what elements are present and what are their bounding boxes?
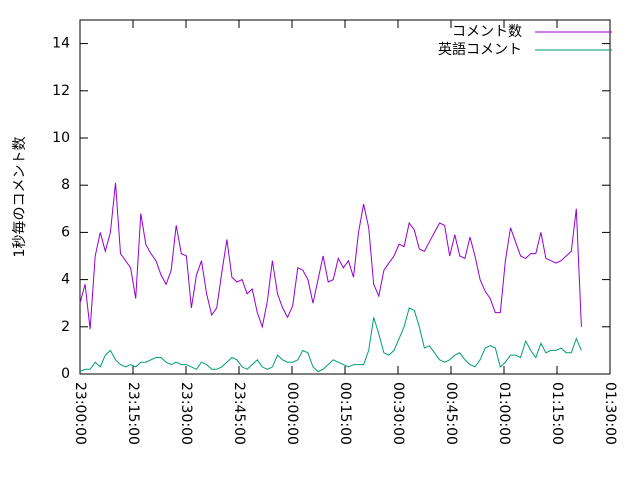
y-tick-label: 12	[52, 83, 70, 99]
x-tick-label: 23:30:00	[178, 382, 194, 445]
x-tick-label: 01:30:00	[602, 382, 618, 445]
legend-label: コメント数	[452, 24, 522, 40]
legend-label: 英語コメント	[438, 41, 522, 58]
y-tick-label: 8	[61, 177, 70, 193]
data-line	[79, 182, 582, 330]
y-tick-label: 0	[61, 366, 70, 382]
plot-frame	[79, 19, 611, 375]
x-tick-label: 00:45:00	[443, 382, 459, 445]
x-tick-label: 01:00:00	[496, 382, 512, 445]
data-line	[79, 307, 582, 373]
y-tick-label: 6	[61, 224, 70, 240]
x-tick-label: 00:00:00	[284, 382, 300, 445]
y-axis-label: 1秒毎のコメント数	[12, 137, 28, 258]
x-tick-label: 23:15:00	[125, 382, 141, 445]
y-tick-label: 10	[52, 130, 70, 146]
x-tick-label: 00:15:00	[337, 382, 353, 445]
x-tick-label: 23:00:00	[72, 382, 88, 445]
y-tick-label: 2	[61, 319, 70, 335]
y-tick-label: 14	[52, 36, 70, 52]
y-tick-label: 4	[61, 272, 70, 288]
x-tick-label: 00:30:00	[390, 382, 406, 445]
x-tick-label: 01:15:00	[549, 382, 565, 445]
x-tick-label: 23:45:00	[231, 382, 247, 445]
